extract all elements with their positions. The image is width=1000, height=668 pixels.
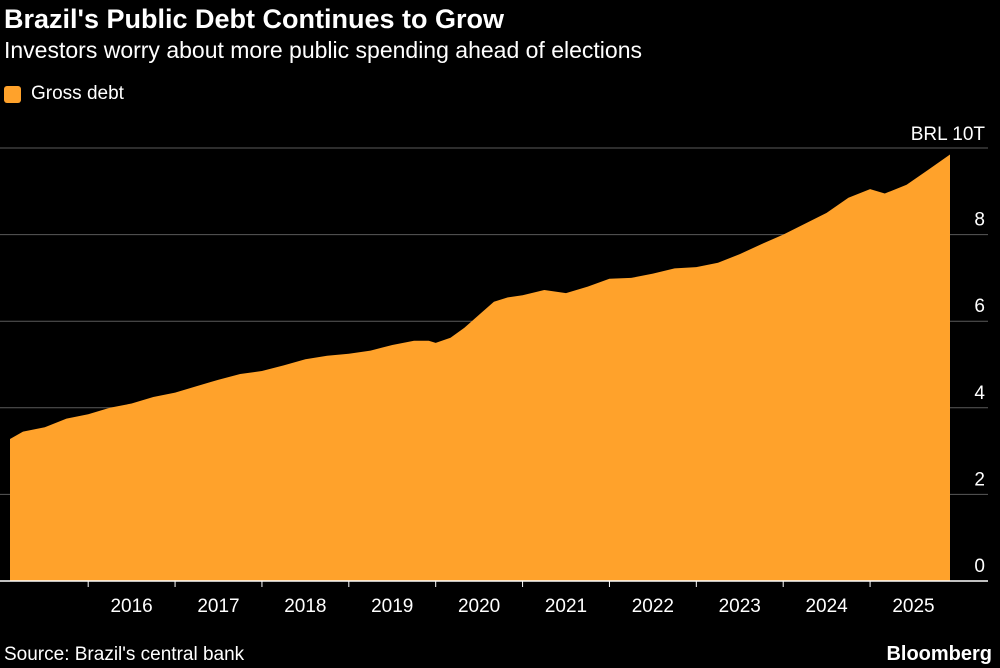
legend-swatch-gross-debt: [4, 85, 21, 103]
axis-layer: 0 2 4 6 8 BRL 10T 2016 2017 2018 2019 2020 2021 2022…: [0, 124, 988, 617]
chart-subtitle: Investors worry about more public spendi…: [4, 37, 642, 63]
y-tick-label-6: 6: [974, 296, 985, 317]
x-tick-label-2023: 2023: [719, 596, 761, 617]
x-tick-label-2017: 2017: [197, 596, 239, 617]
y-tick-label-4: 4: [974, 383, 985, 404]
chart-title: Brazil's Public Debt Continues to Grow: [4, 4, 504, 34]
area-series-gross-debt: [10, 154, 950, 581]
x-tick-label-2022: 2022: [632, 596, 674, 617]
x-tick-label-2020: 2020: [458, 596, 500, 617]
x-tick-label-2016: 2016: [110, 596, 152, 617]
y-tick-label-8: 8: [974, 210, 985, 231]
x-tick-label-2018: 2018: [284, 596, 326, 617]
area-layer: [10, 154, 950, 581]
x-tick-label-2025: 2025: [892, 596, 934, 617]
legend-label-gross-debt: Gross debt: [31, 83, 124, 104]
source-note: Source: Brazil's central bank: [4, 644, 245, 665]
x-tick-label-2021: 2021: [545, 596, 587, 617]
x-tick-label-2019: 2019: [371, 596, 413, 617]
y-tick-label-2: 2: [974, 469, 985, 490]
legend: Gross debt: [4, 83, 124, 105]
x-tick-label-2024: 2024: [805, 596, 848, 617]
y-tick-label-0: 0: [974, 556, 985, 577]
bloomberg-logo: Bloomberg: [886, 643, 992, 665]
y-tick-label-10: BRL 10T: [911, 124, 986, 145]
